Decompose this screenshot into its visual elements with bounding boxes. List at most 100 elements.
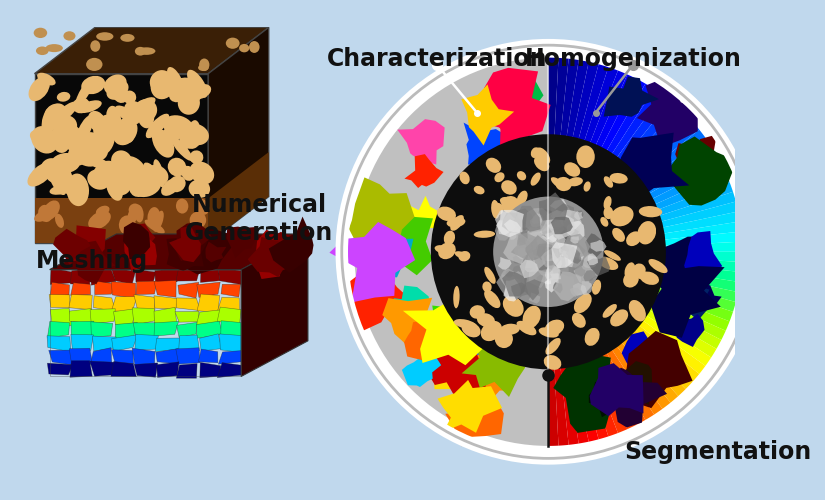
Polygon shape bbox=[548, 234, 557, 242]
Wedge shape bbox=[549, 182, 733, 252]
Polygon shape bbox=[544, 265, 561, 281]
Polygon shape bbox=[590, 363, 644, 416]
Polygon shape bbox=[111, 350, 134, 364]
Polygon shape bbox=[555, 233, 573, 252]
Ellipse shape bbox=[551, 177, 565, 189]
Circle shape bbox=[342, 45, 755, 459]
Polygon shape bbox=[408, 196, 443, 232]
Polygon shape bbox=[551, 256, 561, 265]
Polygon shape bbox=[536, 209, 554, 226]
Polygon shape bbox=[552, 256, 568, 274]
Ellipse shape bbox=[107, 120, 124, 139]
Polygon shape bbox=[582, 255, 598, 268]
Ellipse shape bbox=[462, 322, 481, 338]
Polygon shape bbox=[269, 216, 314, 272]
Polygon shape bbox=[512, 265, 524, 281]
Polygon shape bbox=[422, 339, 486, 398]
Wedge shape bbox=[549, 58, 559, 252]
Polygon shape bbox=[482, 68, 550, 152]
Wedge shape bbox=[549, 222, 742, 252]
Polygon shape bbox=[540, 246, 559, 260]
Ellipse shape bbox=[36, 46, 49, 55]
Wedge shape bbox=[549, 252, 599, 442]
Wedge shape bbox=[549, 252, 671, 409]
Polygon shape bbox=[402, 356, 441, 387]
Polygon shape bbox=[587, 254, 598, 266]
Ellipse shape bbox=[516, 321, 536, 336]
Ellipse shape bbox=[167, 158, 186, 176]
Polygon shape bbox=[221, 320, 243, 337]
Ellipse shape bbox=[163, 115, 194, 138]
Ellipse shape bbox=[623, 272, 639, 287]
Polygon shape bbox=[540, 216, 564, 243]
Polygon shape bbox=[544, 252, 553, 261]
Ellipse shape bbox=[638, 221, 656, 244]
Polygon shape bbox=[135, 270, 156, 282]
Wedge shape bbox=[549, 252, 678, 402]
Wedge shape bbox=[549, 89, 662, 252]
Ellipse shape bbox=[55, 116, 78, 137]
Ellipse shape bbox=[76, 116, 93, 145]
Polygon shape bbox=[90, 361, 116, 376]
Polygon shape bbox=[520, 260, 539, 278]
Polygon shape bbox=[675, 134, 731, 182]
Polygon shape bbox=[177, 298, 200, 310]
Ellipse shape bbox=[572, 313, 586, 328]
Polygon shape bbox=[527, 228, 542, 242]
Ellipse shape bbox=[539, 328, 559, 338]
Polygon shape bbox=[535, 244, 554, 262]
Ellipse shape bbox=[76, 78, 94, 106]
Polygon shape bbox=[114, 308, 136, 325]
Polygon shape bbox=[525, 252, 545, 272]
Polygon shape bbox=[111, 268, 135, 284]
Polygon shape bbox=[512, 206, 540, 232]
Polygon shape bbox=[446, 389, 504, 446]
Ellipse shape bbox=[602, 304, 617, 318]
Polygon shape bbox=[574, 260, 582, 268]
Polygon shape bbox=[574, 211, 583, 220]
Wedge shape bbox=[549, 252, 742, 282]
Wedge shape bbox=[549, 242, 742, 252]
Polygon shape bbox=[196, 321, 223, 338]
Ellipse shape bbox=[162, 126, 182, 142]
Polygon shape bbox=[461, 84, 514, 146]
Polygon shape bbox=[47, 322, 69, 338]
Ellipse shape bbox=[183, 124, 209, 145]
Polygon shape bbox=[553, 271, 582, 302]
Ellipse shape bbox=[38, 205, 53, 222]
Polygon shape bbox=[495, 220, 513, 240]
Ellipse shape bbox=[474, 186, 484, 194]
Ellipse shape bbox=[174, 78, 199, 92]
Polygon shape bbox=[573, 258, 596, 278]
Polygon shape bbox=[539, 192, 568, 220]
Wedge shape bbox=[549, 252, 662, 414]
Polygon shape bbox=[200, 270, 220, 282]
Ellipse shape bbox=[169, 84, 186, 102]
Ellipse shape bbox=[182, 166, 195, 181]
Polygon shape bbox=[662, 236, 715, 290]
Ellipse shape bbox=[41, 105, 59, 134]
Polygon shape bbox=[517, 236, 526, 246]
Wedge shape bbox=[549, 252, 686, 396]
Wedge shape bbox=[549, 74, 637, 252]
Polygon shape bbox=[504, 220, 521, 232]
Polygon shape bbox=[511, 282, 529, 300]
Polygon shape bbox=[524, 279, 541, 300]
Wedge shape bbox=[549, 252, 726, 340]
Ellipse shape bbox=[190, 212, 206, 228]
Polygon shape bbox=[530, 249, 541, 260]
Wedge shape bbox=[549, 130, 705, 252]
Ellipse shape bbox=[179, 128, 193, 150]
Ellipse shape bbox=[483, 326, 491, 334]
Polygon shape bbox=[176, 348, 200, 364]
Ellipse shape bbox=[176, 198, 188, 214]
Ellipse shape bbox=[48, 204, 57, 212]
Polygon shape bbox=[274, 232, 292, 250]
Polygon shape bbox=[155, 338, 180, 352]
Polygon shape bbox=[564, 234, 590, 258]
Ellipse shape bbox=[34, 209, 54, 222]
Ellipse shape bbox=[55, 214, 64, 228]
Polygon shape bbox=[50, 294, 70, 308]
Ellipse shape bbox=[226, 38, 239, 49]
Ellipse shape bbox=[78, 100, 101, 113]
